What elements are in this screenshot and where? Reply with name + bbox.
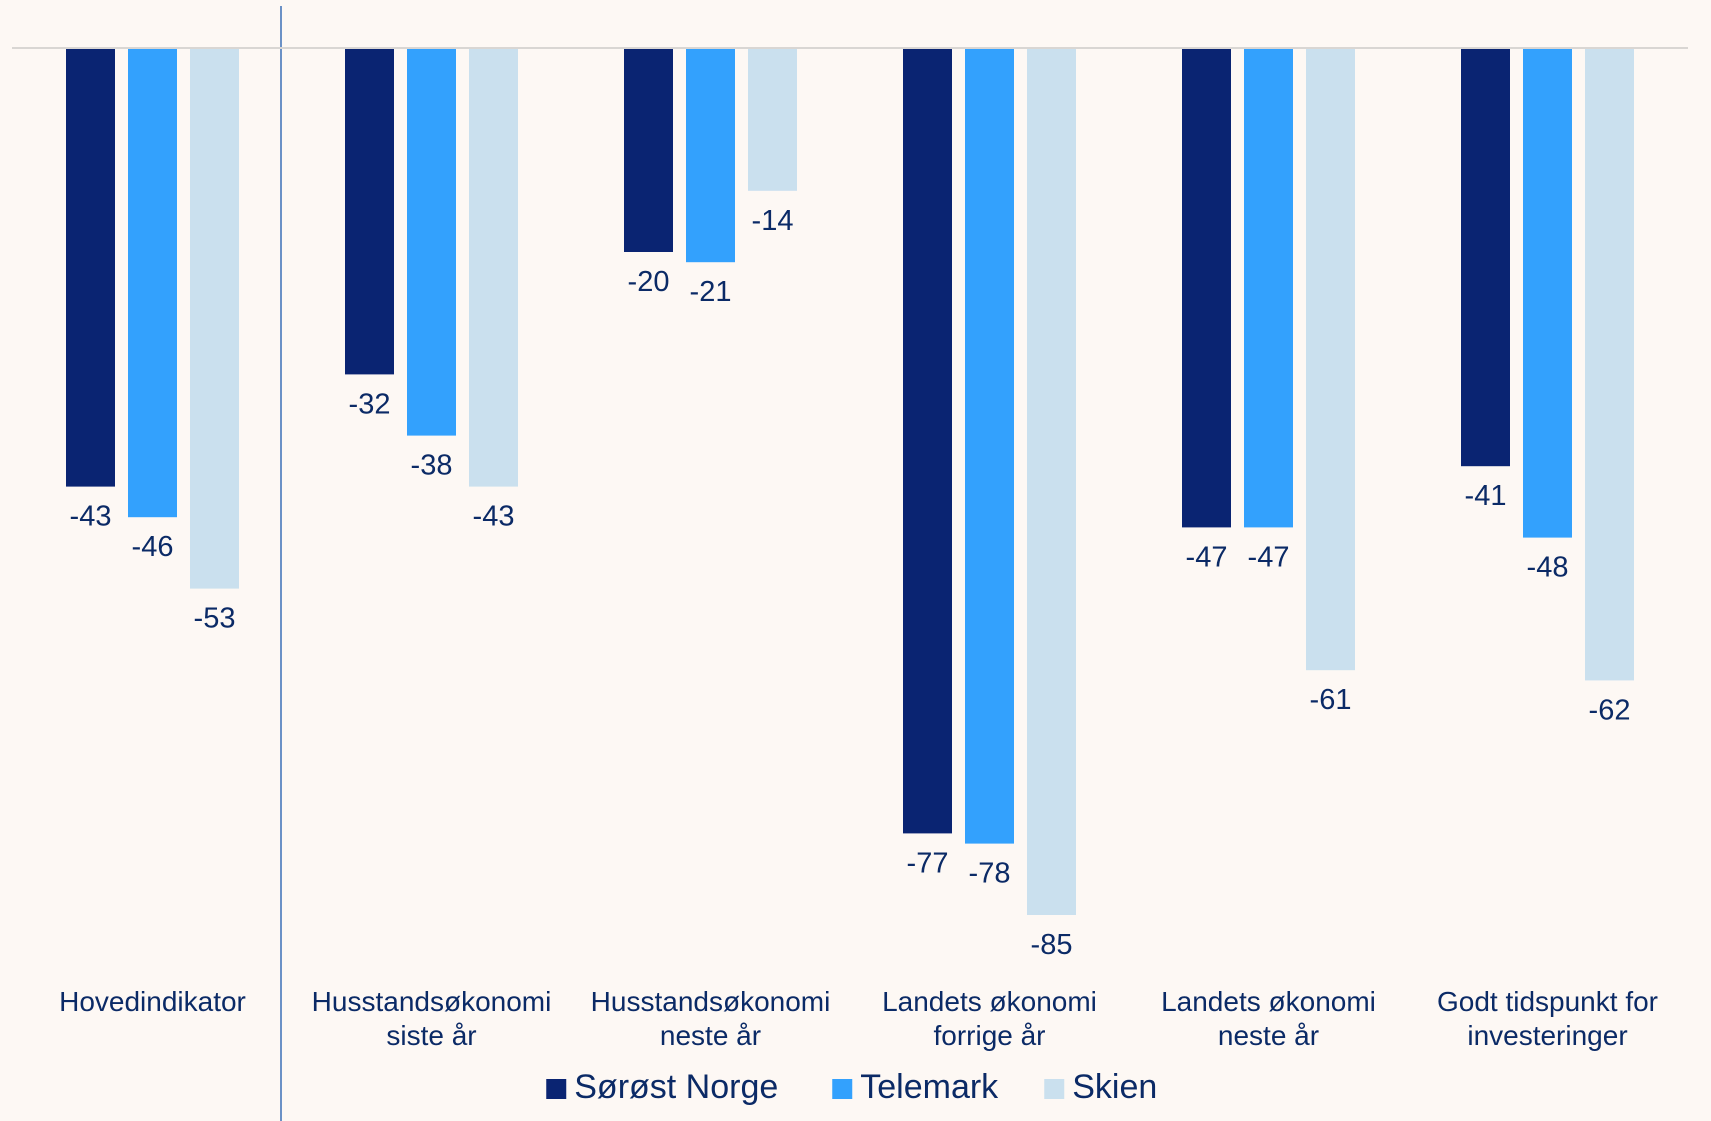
bar-4-1 <box>903 48 952 834</box>
data-label-4-2: -78 <box>969 858 1011 890</box>
legend-swatch-3 <box>1044 1079 1065 1099</box>
data-label-5-2: -47 <box>1248 541 1290 573</box>
category-label-1-1: Hovedindikator <box>59 986 246 1017</box>
bar-3-2 <box>686 48 735 263</box>
category-label-2-2: siste år <box>386 1020 476 1051</box>
bar-4-2 <box>965 48 1014 844</box>
category-label-4-1: Landets økonomi <box>882 986 1097 1017</box>
data-label-6-1: -41 <box>1465 480 1507 512</box>
data-label-2-1: -32 <box>349 388 391 420</box>
bar-3-1 <box>624 48 673 252</box>
category-label-2-1: Husstandsøkonomi <box>312 986 552 1017</box>
category-label-5-1: Landets økonomi <box>1161 986 1376 1017</box>
data-label-3-1: -20 <box>628 266 670 298</box>
data-label-6-2: -48 <box>1527 552 1569 584</box>
bar-5-3 <box>1306 48 1355 671</box>
legend: Sørøst Norge Telemark Skien <box>546 1068 1157 1106</box>
legend-label-1: Sørøst Norge <box>574 1068 778 1106</box>
bar-2-2 <box>407 48 456 436</box>
category-label-5-2: neste år <box>1218 1020 1319 1051</box>
legend-swatch-1 <box>546 1079 567 1099</box>
value-labels-group: -43-46-53-32-38-43-20 -21-14-77 -78-85-47-… <box>70 205 1631 961</box>
data-label-3-2: -21 <box>690 276 732 308</box>
legend-swatch-2 <box>832 1079 853 1099</box>
data-label-2-2: -38 <box>411 450 453 482</box>
legend-label-3: Skien <box>1072 1068 1157 1106</box>
category-label-3-2: neste år <box>660 1020 761 1051</box>
bar-6-1 <box>1461 48 1510 467</box>
bar-1-2 <box>128 48 177 518</box>
data-label-1-2: -46 <box>132 531 174 563</box>
bar-1-3 <box>190 48 239 589</box>
legend-label-2: Telemark <box>860 1068 999 1106</box>
data-label-4-1: -77 <box>907 847 949 879</box>
bar-5-1 <box>1182 48 1231 528</box>
data-label-5-3: -61 <box>1310 684 1352 716</box>
data-label-1-1: -43 <box>70 501 112 533</box>
data-label-5-1: -47 <box>1186 541 1228 573</box>
bar-2-1 <box>345 48 394 375</box>
data-label-6-3: -62 <box>1589 694 1631 726</box>
bar-4-3 <box>1027 48 1076 915</box>
bar-2-3 <box>469 48 518 487</box>
bars-group <box>66 48 1634 915</box>
data-label-3-3: -14 <box>752 205 794 237</box>
category-label-6-1: Godt tidspunkt for <box>1437 986 1658 1017</box>
bar-1-1 <box>66 48 115 487</box>
bar-6-3 <box>1585 48 1634 681</box>
category-label-6-2: investeringer <box>1467 1020 1627 1051</box>
data-label-4-3: -85 <box>1031 929 1073 961</box>
bar-3-3 <box>748 48 797 191</box>
bar-5-2 <box>1244 48 1293 528</box>
bar-6-2 <box>1523 48 1572 538</box>
category-label-4-2: forrige år <box>933 1020 1045 1051</box>
data-label-1-3: -53 <box>194 603 236 635</box>
category-label-3-1: Husstandsøkonomi <box>591 986 831 1017</box>
data-label-2-3: -43 <box>473 501 515 533</box>
